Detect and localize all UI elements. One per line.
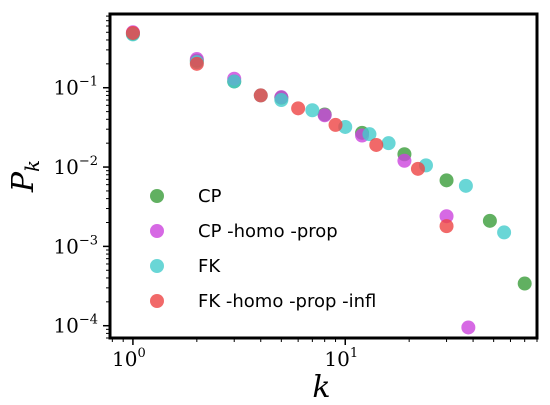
point-cp [482,213,497,228]
legend-label: CP [198,186,222,207]
point-fk-homo-prop-infl [253,88,268,103]
point-cp [439,173,454,188]
point-fk [381,136,396,151]
y-tick-label: 10−4 [53,313,98,338]
point-cp-homo-prop [317,108,332,123]
point-fk-homo-prop-infl [189,56,204,71]
point-fk [362,127,377,142]
y-axis-label: Pk [6,160,44,193]
point-fk-homo-prop-infl [410,161,425,176]
point-fk-homo-prop-infl [439,219,454,234]
point-fk-homo-prop-infl [125,25,140,40]
point-cp-homo-prop [461,320,476,335]
x-axis-ticks: 100 101 [111,338,538,371]
legend: CP CP -homo -prop FK FK -homo -prop -infl [150,186,376,312]
y-tick-label: 10−3 [53,233,98,258]
point-fk [458,178,473,193]
y-tick-label: 10−2 [53,154,98,179]
legend-label: CP -homo -prop [198,221,338,242]
data-points [125,25,532,335]
y-axis-label-main: P [6,171,41,193]
point-fk-homo-prop-infl [369,137,384,152]
point-fk [305,103,320,118]
y-tick-label: 10−1 [53,75,98,100]
y-axis-ticks: 10−4 10−3 10−2 10−1 [53,15,110,339]
legend-marker [150,294,164,308]
legend-label: FK -homo -prop -infl [198,291,376,312]
point-fk-homo-prop-infl [328,117,343,132]
legend-marker [150,189,164,203]
legend-marker [150,259,164,273]
point-fk [274,93,289,108]
x-axis-label: k [312,370,330,405]
legend-marker [150,224,164,238]
point-fk-homo-prop-infl [291,101,306,116]
y-axis-label-subscript: k [20,160,44,172]
point-fk [227,74,242,89]
point-cp-homo-prop [397,153,412,168]
legend-label: FK [198,256,221,277]
x-tick-label: 101 [324,346,358,371]
plot-frame [108,12,539,340]
point-cp-homo-prop [439,209,454,224]
x-tick-label: 100 [112,346,146,371]
point-fk [497,225,512,240]
point-cp [517,276,532,291]
